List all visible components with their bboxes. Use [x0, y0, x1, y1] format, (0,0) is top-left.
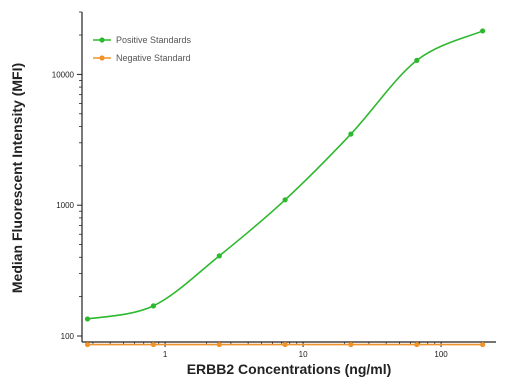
y-tick-label: 1000 — [56, 201, 74, 210]
legend: Positive Standards Negative Standard — [93, 35, 192, 63]
legend-label-positive: Positive Standards — [116, 35, 192, 45]
data-point — [348, 342, 353, 347]
x-tick-label: 1 — [163, 350, 168, 359]
y-tick-label: 100 — [61, 332, 75, 341]
data-point — [480, 28, 485, 33]
data-point — [414, 58, 419, 63]
data-point — [151, 342, 156, 347]
legend-item-negative: Negative Standard — [93, 53, 191, 63]
data-point — [348, 131, 353, 136]
data-point — [217, 342, 222, 347]
data-point — [283, 197, 288, 202]
legend-marker-positive — [99, 37, 104, 42]
data-point — [151, 303, 156, 308]
data-point — [85, 342, 90, 347]
plot-area — [85, 28, 485, 347]
data-point — [283, 342, 288, 347]
legend-marker-negative — [99, 55, 104, 60]
x-tick-label: 100 — [434, 350, 448, 359]
data-point — [480, 342, 485, 347]
series-line-0 — [87, 31, 482, 319]
y-ticks: 100 1000 10000 — [52, 12, 82, 341]
legend-label-negative: Negative Standard — [116, 53, 191, 63]
x-tick-label: 10 — [299, 350, 308, 359]
data-point — [414, 342, 419, 347]
x-axis-title: ERBB2 Concentrations (ng/ml) — [187, 361, 392, 377]
y-axis-title: Median Fluorescent Intensity (MFI) — [9, 63, 25, 293]
y-tick-label: 10000 — [52, 70, 75, 79]
data-point — [217, 253, 222, 258]
legend-item-positive: Positive Standards — [93, 35, 192, 45]
data-point — [85, 316, 90, 321]
